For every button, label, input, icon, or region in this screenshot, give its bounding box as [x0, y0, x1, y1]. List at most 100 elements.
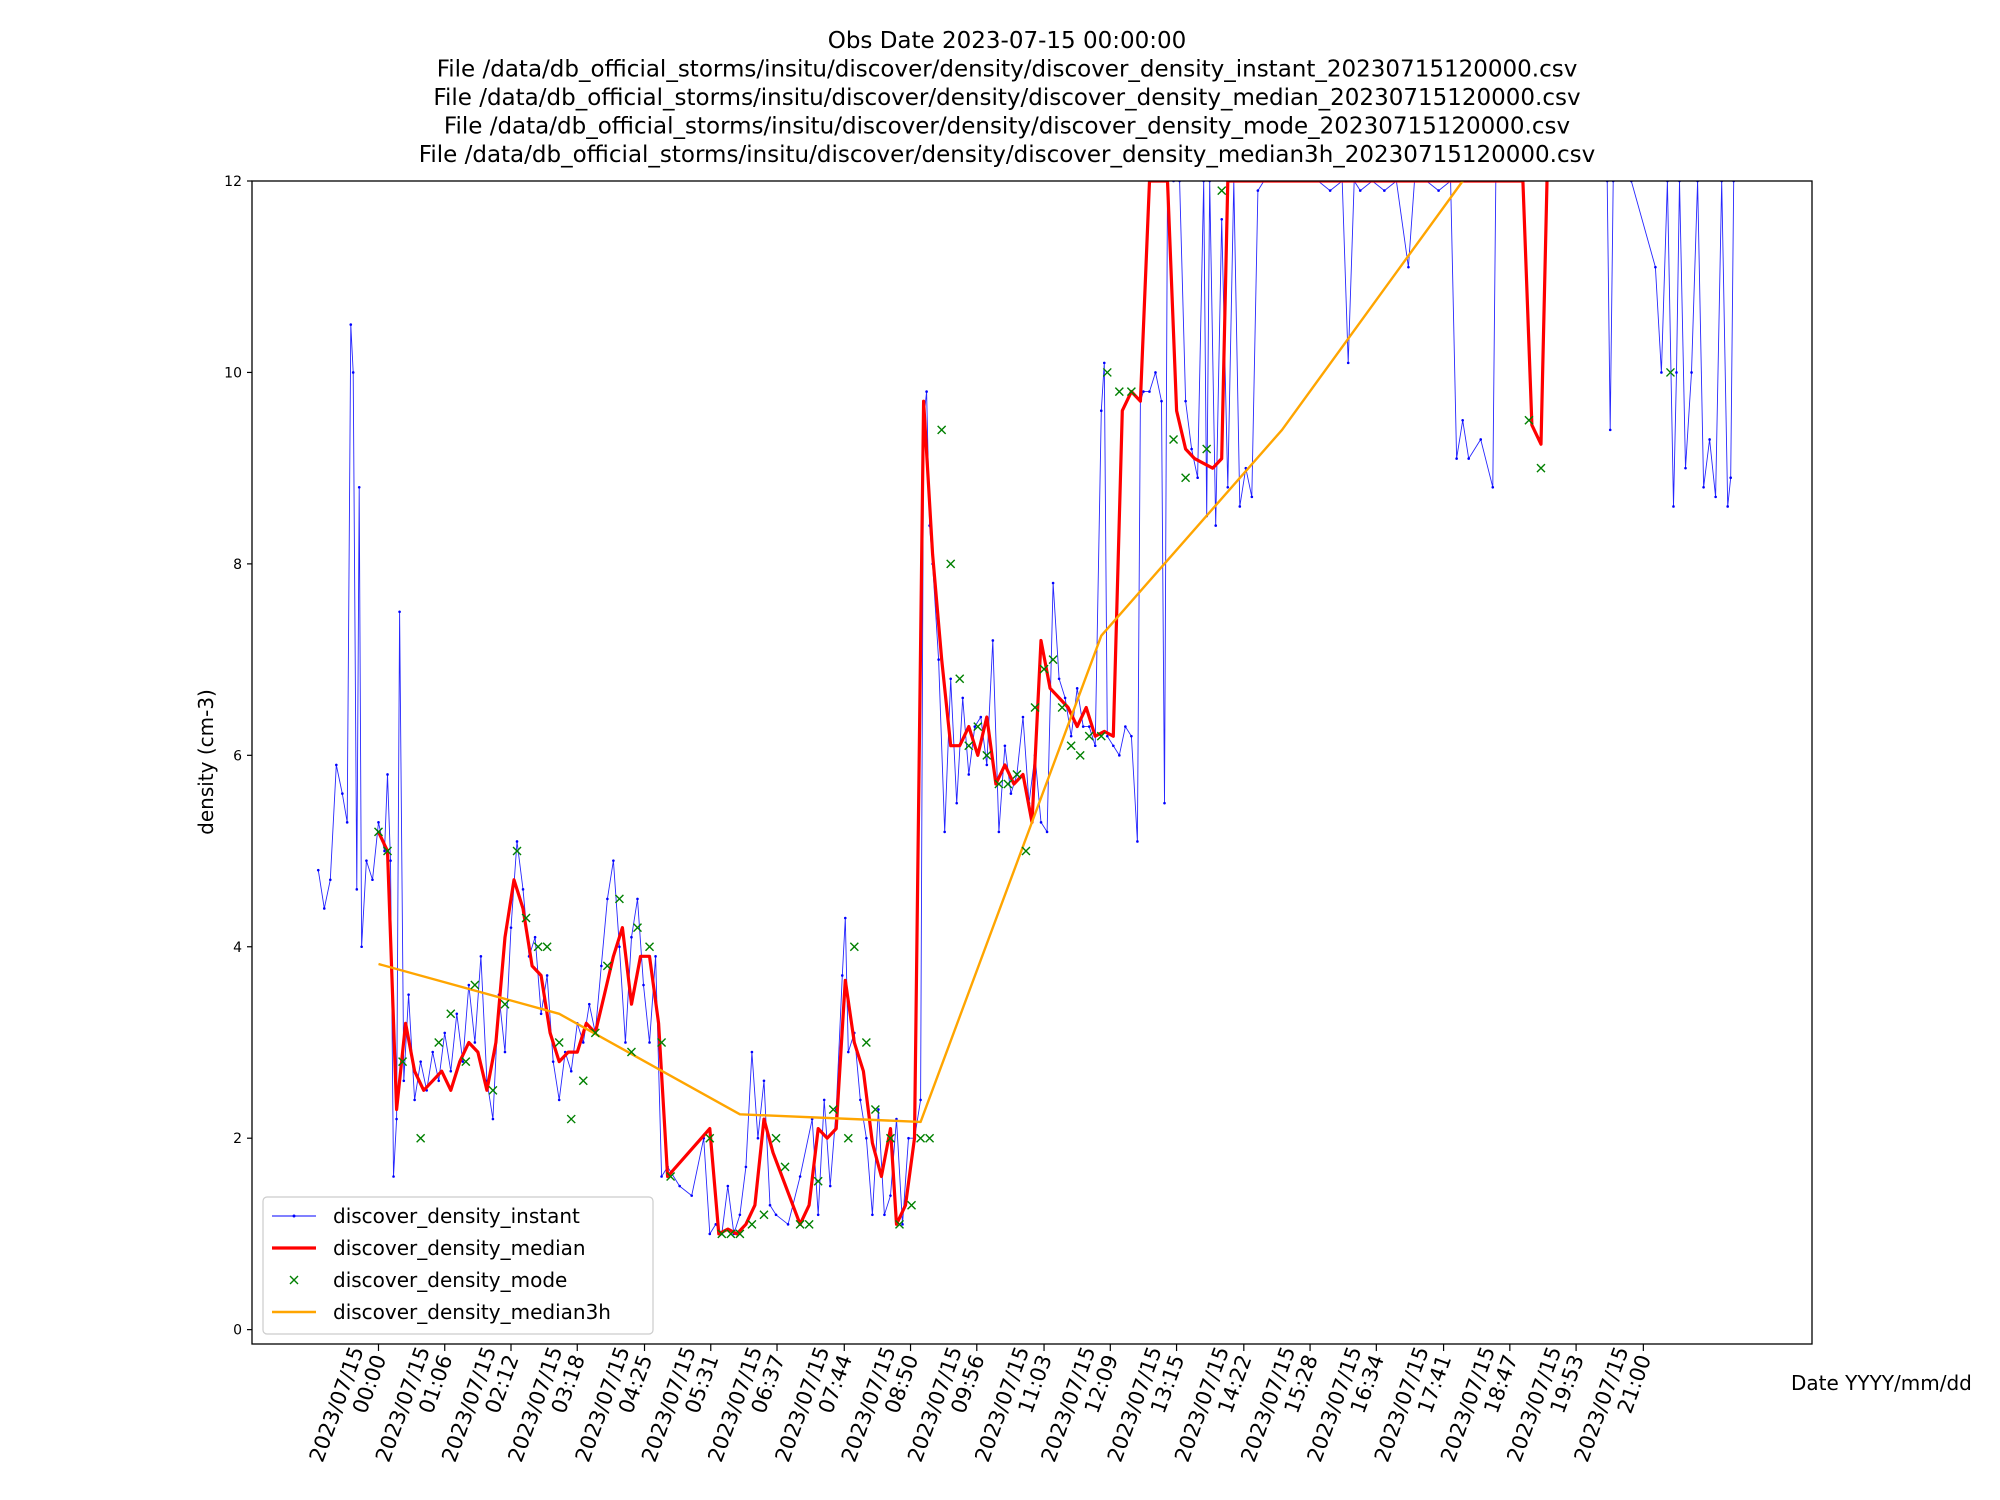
discover-density-instant-point — [1250, 495, 1254, 499]
plot-series-layer — [316, 181, 1735, 1239]
discover-density-instant-point — [1184, 399, 1187, 403]
discover-density-mode-point — [416, 1133, 426, 1143]
discover-density-mode-series — [373, 186, 1675, 1239]
discover-density-mode-point — [804, 1219, 814, 1229]
discover-density-mode-point — [937, 425, 947, 435]
discover-density-instant-point — [402, 1079, 406, 1083]
discover-density-instant-point — [828, 1184, 832, 1188]
legend: discover_density_instant discover_density… — [262, 1196, 654, 1335]
discover-density-instant-point — [1238, 505, 1242, 508]
discover-density-mode-point — [666, 1171, 676, 1181]
discover-density-instant-point — [360, 945, 363, 949]
discover-density-mode-point — [843, 1133, 853, 1143]
discover-density-instant-point — [1142, 390, 1145, 393]
discover-density-mode-point — [780, 1162, 790, 1172]
discover-density-instant-point — [1196, 476, 1199, 480]
discover-density-mode-point — [566, 1114, 576, 1124]
discover-density-instant-point — [859, 1098, 862, 1102]
discover-density-instant-point — [413, 1098, 416, 1102]
discover-density-instant-point — [738, 1213, 742, 1217]
discover-density-instant-point — [533, 935, 537, 939]
discover-density-instant-point — [1105, 734, 1109, 738]
discover-density-instant-point — [618, 945, 621, 949]
discover-density-instant-point — [1118, 754, 1121, 757]
discover-density-mode-point — [1536, 463, 1546, 473]
discover-density-instant-point — [395, 1117, 398, 1121]
discover-density-mode-point — [1057, 702, 1067, 712]
discover-density-instant-point — [1102, 361, 1106, 365]
discover-density-mode-point — [1075, 750, 1085, 760]
discover-density-instant-point — [581, 1041, 585, 1044]
discover-density-instant-point — [1099, 409, 1103, 413]
discover-density-mode-point — [955, 674, 965, 684]
discover-density-instant-point — [1226, 486, 1230, 489]
title-line: Obs Date 2023-07-15 00:00:00 — [828, 28, 1187, 54]
discover-density-mode-point — [747, 1219, 757, 1229]
discover-density-instant-point — [392, 1175, 395, 1178]
discover-density-instant-point — [871, 1213, 874, 1217]
discover-density-instant-point — [1672, 505, 1675, 508]
legend-dot-discover-density-instant — [292, 1214, 296, 1218]
discover-density-mode-point — [894, 1219, 904, 1229]
discover-density-mode-point — [657, 1037, 667, 1047]
discover-density-instant-point — [774, 1213, 778, 1217]
x-axis-label: Date YYYY/mm/dd — [1791, 1371, 1972, 1395]
discover-density-instant-point — [1075, 687, 1079, 690]
discover-density-instant-point — [383, 849, 386, 853]
discover-density-instant-point — [1148, 390, 1151, 393]
discover-density-instant-point — [708, 1232, 712, 1236]
discover-density-instant-point — [473, 1041, 477, 1044]
discover-density-instant-point — [907, 1136, 910, 1140]
discover-density-mode-point — [1096, 731, 1106, 741]
discover-density-instant-point — [1039, 821, 1043, 824]
discover-density-mode-point — [735, 1229, 745, 1239]
discover-density-instant-point — [341, 792, 344, 795]
y-axis-label: density (cm-3) — [194, 689, 218, 835]
discover-density-instant-point — [1256, 189, 1260, 192]
discover-density-instant-point — [449, 1069, 453, 1073]
legend-label-discover-density-mode: discover_density_mode — [333, 1268, 567, 1292]
title-line: File /data/db_official_storms/insitu/dis… — [433, 85, 1580, 111]
discover-density-instant-point — [587, 1002, 591, 1006]
discover-density-instant-point — [1069, 734, 1073, 738]
legend-label-discover-density-median3h: discover_density_median3h — [333, 1300, 611, 1324]
discover-density-instant-point — [991, 639, 995, 642]
discover-density-instant-point — [1660, 371, 1663, 374]
discover-density-mode-point — [602, 961, 612, 971]
y-tick-label: 8 — [233, 557, 242, 573]
discover-density-instant-point — [612, 859, 615, 862]
discover-density-mode-point — [590, 1028, 600, 1038]
discover-density-mode-point — [1021, 846, 1031, 856]
discover-density-instant-point — [1045, 830, 1049, 834]
discover-density-mode-point — [861, 1037, 871, 1047]
discover-density-instant-point — [1491, 486, 1495, 489]
discover-density-mode-point — [533, 942, 543, 952]
discover-density-instant-point — [877, 1108, 880, 1111]
discover-density-instant-point — [1190, 447, 1193, 451]
y-tick-label: 2 — [233, 1131, 242, 1147]
discover-density-median-line — [377, 181, 1549, 1236]
discover-density-instant-point — [798, 1175, 802, 1178]
discover-density-instant-point — [1346, 361, 1350, 365]
legend-label-discover-density-median: discover_density_median — [333, 1236, 586, 1260]
discover-density-instant-point — [816, 1213, 820, 1217]
discover-density-mode-point — [1181, 473, 1191, 483]
discover-density-mode-point — [946, 559, 956, 569]
discover-density-instant-point — [1467, 457, 1470, 460]
discover-density-instant-point — [840, 974, 844, 977]
discover-density-mode-point — [1202, 444, 1212, 454]
discover-density-instant-point — [997, 830, 1001, 834]
discover-density-instant-point — [889, 1194, 892, 1197]
discover-density-mode-point — [446, 1009, 456, 1019]
discover-density-instant-point — [1051, 581, 1055, 585]
discover-density-mode-point — [398, 1057, 408, 1067]
discover-density-instant-point — [678, 1184, 681, 1188]
discover-density-instant-point — [1154, 371, 1157, 374]
discover-density-mode-point — [578, 1076, 588, 1086]
discover-density-mode-point — [434, 1037, 444, 1047]
discover-density-instant-point — [1407, 265, 1410, 269]
discover-density-instant-point — [539, 1012, 543, 1016]
discover-density-instant-point — [979, 715, 983, 719]
discover-density-instant-point — [1328, 189, 1332, 192]
discover-density-mode-point — [488, 1085, 498, 1095]
